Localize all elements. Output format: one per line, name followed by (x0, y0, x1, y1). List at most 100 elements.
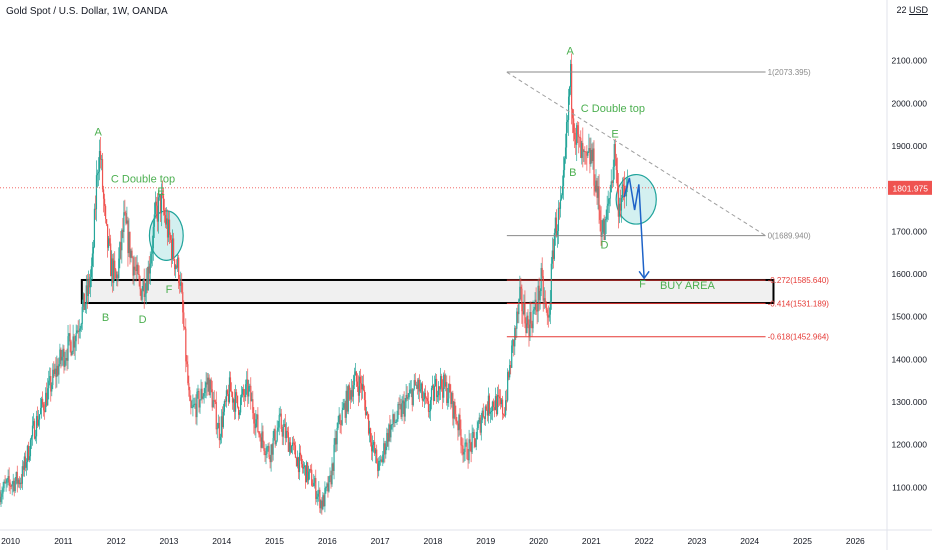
candle-body (104, 205, 107, 220)
x-tick-label-15: 2025 (793, 536, 812, 546)
candle-body (0, 491, 1, 503)
candle-body (94, 208, 97, 210)
candle-body (331, 463, 333, 485)
candle-body (102, 189, 105, 199)
candle-body (364, 400, 367, 416)
candle-body (5, 482, 7, 484)
candle-body (339, 414, 341, 425)
candle-body (125, 212, 127, 224)
candle-body (34, 436, 37, 439)
candle-body (565, 122, 568, 148)
candle-body (60, 349, 62, 361)
candle-body (557, 207, 560, 231)
projection-arrowhead (638, 270, 650, 280)
candle-body (235, 392, 238, 396)
candle-body (298, 452, 301, 473)
candle-body (553, 233, 555, 259)
candle-body (328, 476, 330, 492)
candle-body (57, 365, 59, 375)
candle-body (512, 339, 514, 346)
candle-body (545, 303, 547, 310)
candle-body (64, 360, 66, 367)
candle-body (163, 209, 166, 216)
candle-body (273, 429, 275, 439)
candle-body (535, 299, 537, 311)
candle-body (276, 430, 278, 441)
candle-body (29, 439, 32, 457)
candle-body (562, 170, 565, 187)
candle-body (295, 457, 298, 467)
candle-body (398, 404, 400, 405)
candle-body (425, 397, 428, 399)
candle-body (550, 263, 552, 302)
candle-body (536, 310, 538, 312)
candle-body (313, 482, 315, 487)
candle-body (448, 383, 450, 399)
candle-body (323, 495, 325, 507)
candle-body (108, 238, 110, 248)
candle-body (228, 377, 231, 403)
candle-body (446, 382, 448, 403)
candle-body (601, 232, 603, 237)
candle-body (556, 230, 559, 237)
candle-body (471, 432, 473, 453)
candle-body (274, 429, 276, 445)
candle-body (462, 445, 464, 455)
candle-body (132, 257, 134, 276)
candle-body (432, 385, 435, 401)
candle-body (591, 149, 593, 162)
candle-body (135, 269, 137, 271)
candle-body (316, 496, 318, 499)
candle-body (527, 315, 529, 325)
candle-body (539, 290, 541, 301)
candle-body (9, 482, 11, 487)
candle-body (233, 399, 236, 412)
candle-body (551, 250, 553, 264)
candle-body (260, 437, 262, 448)
candle-body (142, 279, 144, 291)
current-price-badge (888, 180, 932, 195)
candle-body (554, 217, 556, 234)
candle-body (201, 388, 203, 399)
currency-selector[interactable]: 22 USD (896, 5, 928, 15)
candle-body (581, 143, 583, 158)
candle-body (175, 265, 177, 270)
candle-body (422, 399, 424, 401)
candle-body (25, 462, 27, 468)
candle-body (354, 371, 356, 376)
candle-body (464, 442, 466, 453)
candle-body (200, 388, 202, 400)
candle-body (438, 386, 440, 396)
x-tick-label-7: 2017 (371, 536, 390, 546)
x-tick-label-1: 2011 (54, 536, 73, 546)
candle-body (12, 480, 14, 484)
candle-body (271, 444, 273, 455)
candle-body (51, 385, 53, 392)
candle-body (90, 266, 92, 278)
candle-body (500, 399, 503, 405)
annotation-4: D (139, 314, 147, 326)
candle-body (269, 457, 271, 463)
y-tick-label-1: 1200.000 (892, 440, 928, 450)
candle-body (324, 488, 326, 507)
candle-body (138, 274, 140, 281)
candle-body (624, 194, 627, 197)
x-tick-label-14: 2024 (740, 536, 759, 546)
candle-body (184, 326, 186, 329)
candle-body (14, 480, 16, 492)
candle-body (7, 476, 9, 480)
candle-body (577, 125, 579, 135)
candle-body (622, 184, 625, 187)
candle-body (481, 410, 483, 421)
candle-body (322, 495, 324, 510)
candle-body (445, 382, 447, 387)
candle-body (74, 341, 76, 348)
candle-body (533, 309, 535, 311)
candle-body (440, 376, 442, 390)
candle-body (118, 258, 120, 278)
candle-body (11, 483, 13, 487)
y-tick-label-10: 2100.000 (892, 56, 928, 66)
candle-body (501, 399, 504, 415)
candle-body (284, 424, 286, 439)
candle-body (450, 392, 452, 405)
